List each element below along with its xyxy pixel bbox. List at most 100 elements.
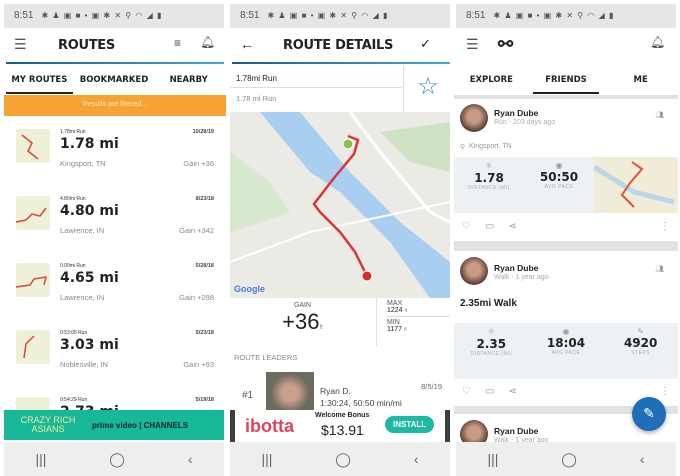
ad-banner[interactable]: CRAZY RICH ASIANS prime video | CHANNELS (4, 410, 224, 440)
steps-icon: ✎ (637, 327, 644, 336)
route-date: 5/23/18 (195, 330, 214, 336)
tab-me[interactable]: ME (633, 75, 648, 85)
tab-my-routes[interactable]: MY ROUTES (2, 66, 77, 94)
system-nav: ||| ◯ ‹ (230, 442, 450, 476)
comment-icon[interactable]: ▭ (484, 386, 495, 397)
home-button[interactable]: ◯ (561, 450, 577, 467)
post-map-thumbnail[interactable] (592, 157, 678, 213)
tab-nearby[interactable]: NEARBY (169, 75, 208, 85)
page-title: ROUTE DETAILS (283, 38, 394, 53)
unit: ft (404, 308, 408, 314)
leader-photo (266, 372, 314, 410)
comment-icon[interactable]: ▭ (484, 221, 495, 232)
post-stats: ⛗ 2.35 DISTANCE (MI) ◉ 18:04 AVG PACE ✎ 4920 S… (454, 323, 678, 379)
leader-row[interactable]: #1 Ryan D. 1:30:24, 50:50 min/mi 8/5/19 (230, 370, 450, 410)
route-list-item[interactable]: 4.80mi Run 8/23/18 4.80 mi Lawrence, IN … (2, 184, 226, 250)
gain-stat: GAIN +36ft (230, 298, 375, 346)
back-button[interactable]: ‹ (639, 451, 645, 467)
compose-fab-pencil-icon[interactable]: ✎ (632, 397, 666, 431)
route-list-item[interactable]: 0.00mi Run 5/28/18 4.65 mi Lawrence, IN … (2, 251, 226, 317)
post-actions: ♡ ▭ ⋖ ⋮ (454, 215, 678, 239)
avatar[interactable] (460, 104, 488, 132)
status-icons: ✱ ♟ ▣ ■ • ▣ ✱ ✕ ⚲ ◠ ◢ ▮ (267, 11, 389, 20)
route-name-field[interactable]: 1.78mi Run (230, 66, 402, 88)
bell-icon[interactable]: 🔔︎ (200, 35, 216, 49)
route-location: Kingsport, TN (60, 159, 106, 168)
pace-icon: ◉ (562, 327, 570, 336)
back-button[interactable]: ‹ (413, 451, 419, 467)
leader-name: Ryan D. (320, 386, 351, 396)
bell-icon[interactable]: 🔔︎ (650, 35, 666, 49)
recents-button[interactable]: ||| (35, 451, 47, 467)
more-icon[interactable]: ⋮ (660, 221, 670, 232)
location-pin-icon: ⚲ (460, 144, 466, 151)
avatar[interactable] (460, 257, 488, 285)
menu-icon[interactable]: ☰ (466, 36, 479, 52)
gain-value: +36 (282, 309, 320, 334)
status-bar: 8:51 ✱ ♟ ▣ ■ • ▣ ✱ ✕ ⚲ ◠ ◢ ▮ (230, 4, 450, 28)
back-arrow-icon[interactable]: ← (240, 36, 254, 52)
stat-value: 1.78 (474, 171, 504, 185)
route-label: 0:54:29 Run (60, 397, 88, 403)
friends-visibility-icon[interactable]: 👥︎ (655, 112, 664, 119)
home-button[interactable]: ◯ (109, 450, 125, 467)
install-button[interactable]: INSTALL (385, 416, 435, 433)
more-icon[interactable]: ⋮ (660, 386, 670, 397)
route-map[interactable]: Google (230, 112, 450, 298)
route-thumbnail (16, 330, 50, 364)
clock: 8:51 (240, 10, 260, 21)
post-actions: ♡ ▭ ⋖ ⋮ (454, 380, 678, 404)
post-meta: Run - 203 days ago (494, 119, 556, 126)
post-title[interactable]: 2.35mi Walk (460, 298, 517, 309)
like-icon[interactable]: ♡ (462, 221, 471, 232)
header-divider (6, 62, 224, 64)
bookmark-star-icon[interactable]: ☆ (403, 66, 452, 112)
ad-text: CRAZY RICH ASIANS (20, 415, 76, 434)
route-location: Lawrence, IN (60, 293, 105, 302)
system-nav: ||| ◯ ‹ (4, 442, 224, 476)
tab-friends[interactable]: FRIENDS (529, 66, 604, 94)
tab-bookmarked[interactable]: BOOKMARKED (79, 75, 149, 85)
tab-explore[interactable]: EXPLORE (469, 75, 513, 85)
post-author[interactable]: Ryan Dube (494, 108, 539, 118)
google-logo: Google (234, 284, 265, 294)
ad-banner[interactable]: ibotta Welcome Bonus $13.91 INSTALL (230, 410, 450, 442)
feed-post[interactable]: Ryan Dube Walk - 1 year ago 👥︎ 2.35mi Wa… (454, 251, 678, 406)
recents-button[interactable]: ||| (261, 451, 273, 467)
end-marker (361, 270, 373, 282)
post-author[interactable]: Ryan Dube (494, 426, 539, 436)
check-icon[interactable]: ✓ (420, 36, 431, 51)
route-list-item[interactable]: 0:53:05 Run 5/23/18 3.03 mi Noblesville,… (2, 318, 226, 384)
route-gain: Gain +93 (183, 360, 214, 369)
gain-label: GAIN (293, 302, 312, 309)
routes-screen: 8:51 ✱ ♟ ▣ ■ • ▣ ✱ ✕ ⚲ ◠ ◢ ▮ ☰ ROUTES ≡ 🔔… (2, 0, 226, 476)
route-date: 5/28/18 (195, 263, 214, 269)
stat-label: DISTANCE (MI) (468, 185, 510, 191)
route-thumbnail (16, 196, 50, 230)
system-nav: ||| ◯ ‹ (456, 442, 676, 476)
route-line (312, 134, 369, 277)
like-icon[interactable]: ♡ (462, 386, 471, 397)
route-description-field[interactable]: 1.78 mi Run (236, 94, 277, 103)
filter-banner[interactable]: Results are filtered... (4, 95, 226, 116)
menu-icon[interactable]: ☰ (14, 36, 27, 52)
page-title: ROUTES (58, 38, 115, 53)
back-button[interactable]: ‹ (187, 451, 193, 467)
route-date: 10/28/19 (192, 129, 214, 135)
route-list-item[interactable]: 1.78mi Run 10/28/19 1.78 mi Kingsport, T… (2, 117, 226, 183)
share-icon[interactable]: ⋖ (508, 386, 517, 397)
filter-icon[interactable]: ≡ (174, 36, 182, 50)
min-label: MIN (387, 319, 400, 326)
feed-post[interactable]: Ryan Dube Run - 203 days ago 👥︎ ⚲ Kingsp… (454, 99, 678, 241)
clock: 8:51 (466, 10, 486, 21)
share-icon[interactable]: ⋖ (508, 221, 517, 232)
ad-amount: $13.91 (321, 422, 364, 438)
recents-button[interactable]: ||| (487, 451, 499, 467)
header-divider (232, 62, 450, 64)
post-author[interactable]: Ryan Dube (494, 263, 539, 273)
stat-value: 2.35 (476, 337, 507, 351)
friends-visibility-icon[interactable]: 👥︎ (655, 266, 664, 273)
max-value: 1224 (387, 307, 403, 314)
home-button[interactable]: ◯ (335, 450, 351, 467)
route-label: 0:53:05 Run (60, 330, 88, 336)
